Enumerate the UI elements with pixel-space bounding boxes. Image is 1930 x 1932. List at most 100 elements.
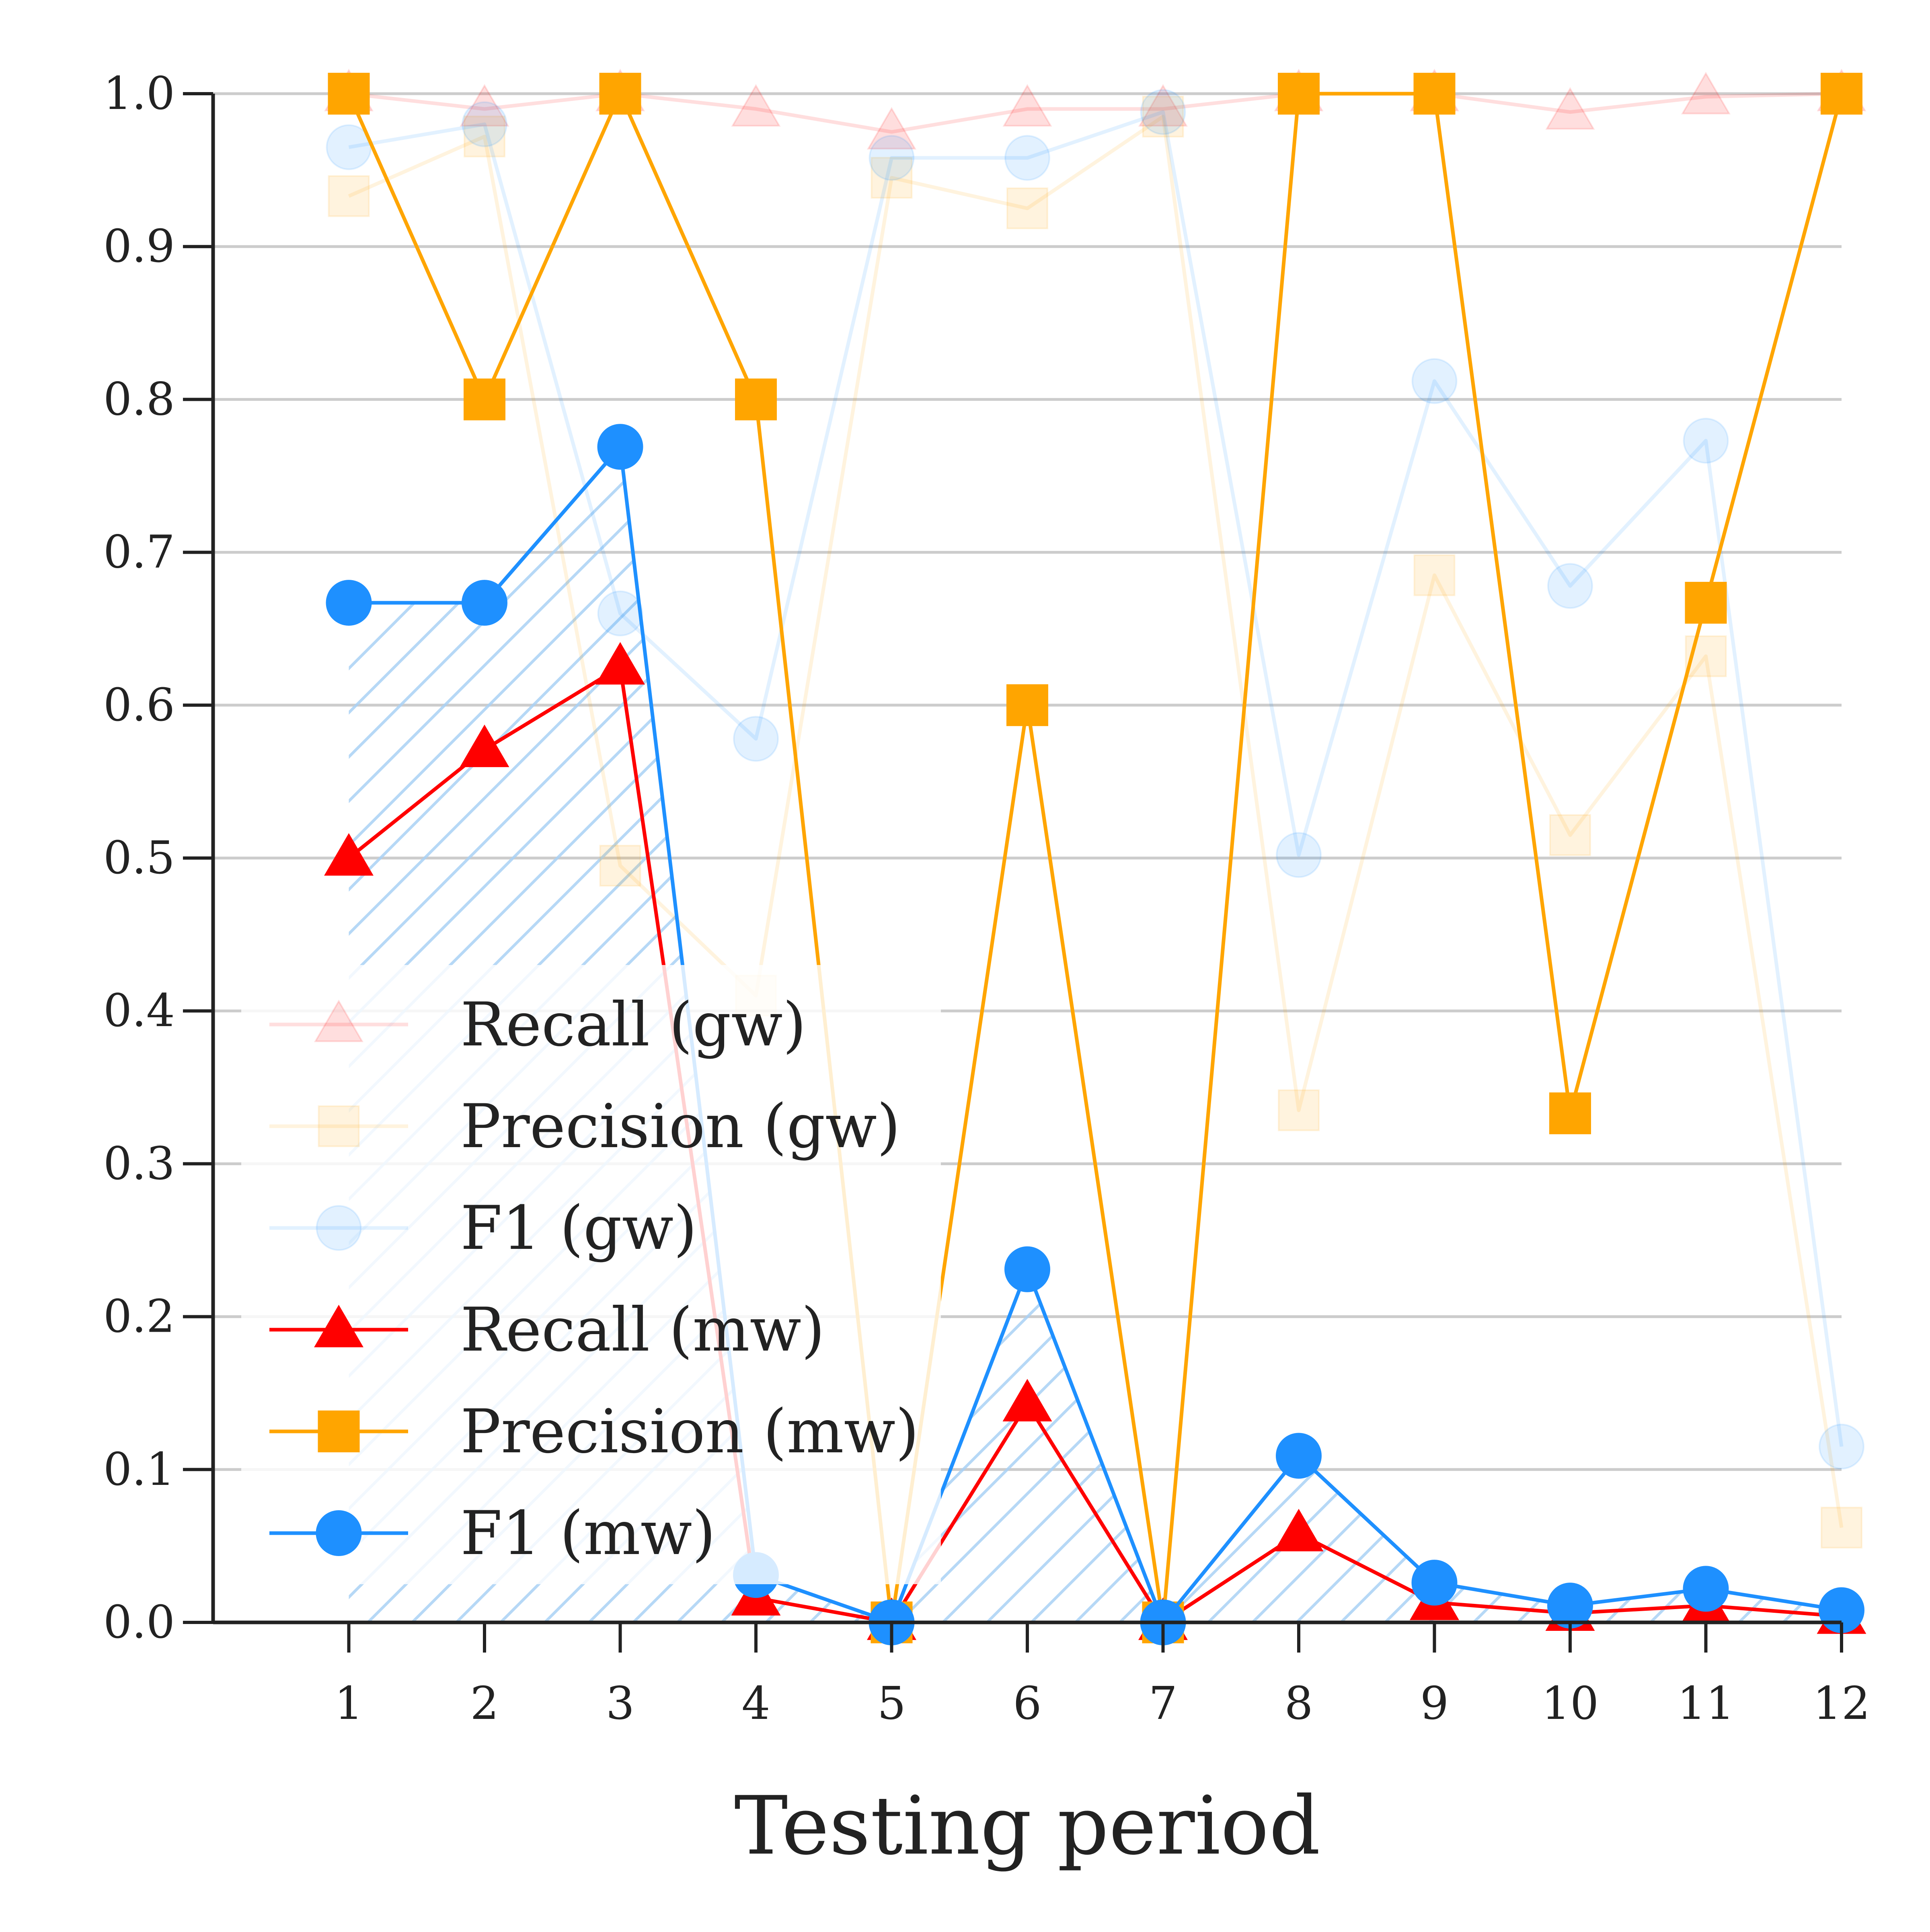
legend-label: Recall (gw)	[460, 990, 806, 1060]
recall-mw-point	[595, 642, 645, 685]
precision-gw-point	[328, 175, 370, 217]
recall-gw-point	[1002, 84, 1052, 127]
x-tick-label: 9	[1420, 1677, 1449, 1730]
f1-mw-point	[326, 580, 372, 626]
x-tick-label: 10	[1542, 1677, 1599, 1730]
f1-gw-point	[868, 135, 915, 181]
legend-marker	[316, 1205, 362, 1251]
f1-mw-point	[1276, 1433, 1322, 1479]
precision-mw-line	[347, 92, 1844, 1624]
x-tick-label: 4	[741, 1677, 770, 1730]
recall-gw-point	[1681, 72, 1731, 115]
legend-item-precision-gw: Precision (gw)	[269, 1092, 900, 1162]
precision-gw-point	[1549, 814, 1591, 856]
recall-mw-point	[324, 833, 374, 876]
precision-mw-point	[1549, 1092, 1591, 1134]
legend-label: Precision (gw)	[460, 1092, 900, 1162]
f1-gw-point	[1004, 135, 1050, 181]
f1-gw-point	[1276, 832, 1322, 878]
x-tick-label: 3	[606, 1677, 634, 1730]
x-tick-label: 1	[335, 1677, 363, 1730]
x-tick-label: 5	[877, 1677, 906, 1730]
f1-gw-point	[597, 590, 643, 636]
x-tick-label: 2	[470, 1677, 499, 1730]
x-tick-label: 7	[1149, 1677, 1177, 1730]
series-recall-gw	[324, 69, 1866, 150]
precision-gw-point	[871, 157, 913, 199]
recall-mw-point	[1002, 1379, 1052, 1422]
y-tick-label: 0.6	[103, 679, 175, 731]
axes: 0.00.10.20.30.40.50.60.70.80.91.01 2 3 4 5 6 7…	[103, 68, 1870, 1730]
precision-mw-point	[1821, 73, 1862, 115]
precision-gw-line	[348, 115, 1844, 1528]
series-f1-gw	[326, 89, 1864, 1470]
x-tick-label: 12	[1813, 1677, 1870, 1730]
legend-label: Recall (mw)	[460, 1295, 825, 1365]
y-tick-label: 0.1	[103, 1443, 175, 1496]
y-tick-label: 0.9	[103, 220, 175, 273]
recall-gw-point	[460, 84, 509, 127]
recall-mw-line	[347, 665, 1842, 1624]
f1-mw-point	[1411, 1560, 1458, 1606]
recall-mw-point	[1274, 1509, 1324, 1552]
f1-gw-point	[462, 101, 507, 148]
precision-gw-point	[1685, 635, 1727, 678]
recall-gw-point	[731, 84, 781, 127]
legend-item-f1-gw: F1 (gw)	[269, 1193, 697, 1263]
precision-gw-point	[599, 845, 641, 887]
f1-mw-point	[1683, 1566, 1729, 1612]
precision-mw-point	[464, 378, 505, 421]
recall-mw-point	[460, 725, 509, 767]
y-tick-label: 0.5	[103, 832, 175, 884]
precision-gw-point	[1413, 554, 1456, 596]
y-tick-label: 1.0	[103, 68, 175, 120]
legend-marker	[314, 1305, 363, 1347]
precision-mw-point	[1006, 684, 1048, 726]
y-tick-label: 0.2	[103, 1291, 175, 1343]
precision-gw-point	[1278, 1089, 1320, 1131]
f1-gw-point	[1683, 418, 1729, 464]
legend-label: F1 (mw)	[460, 1499, 716, 1569]
precision-mw-point	[328, 73, 370, 115]
y-tick-label: 0.7	[103, 526, 175, 579]
legend-item-f1-mw: F1 (mw)	[269, 1499, 716, 1569]
legend-marker	[314, 1000, 363, 1042]
legend-box	[241, 965, 941, 1584]
legend-item-recall-mw: Recall (mw)	[269, 1295, 825, 1365]
precision-mw-point	[1685, 582, 1727, 624]
precision-gw-point	[1006, 187, 1048, 230]
f1-mw-point	[1004, 1246, 1050, 1292]
recall-gw-point	[867, 107, 916, 150]
y-tick-label: 0.8	[103, 373, 175, 425]
f1-mw-point	[597, 424, 643, 470]
recall-gw-point	[1138, 84, 1188, 127]
f1-mw-point	[462, 580, 507, 626]
recall-gw-line	[348, 92, 1842, 134]
y-tick-label: 0.3	[103, 1137, 175, 1190]
y-tick-label: 0.0	[103, 1596, 175, 1649]
recall-gw-point	[1545, 87, 1595, 130]
x-tick-label: 11	[1677, 1677, 1735, 1730]
legend-marker	[318, 1105, 360, 1147]
legend-label: Precision (mw)	[460, 1397, 919, 1467]
legend-label: F1 (gw)	[460, 1193, 697, 1263]
legend-marker	[316, 1510, 362, 1556]
x-tick-label: 6	[1013, 1677, 1041, 1730]
f1-gw-point	[1547, 563, 1593, 609]
f1-gw-point	[733, 716, 779, 762]
x-axis-label: Testing period	[734, 1779, 1320, 1873]
precision-mw-point	[1413, 73, 1456, 115]
f1-gw-point	[1411, 358, 1458, 404]
legend: Recall (gw) Precision (gw) F1 (gw) Recall (…	[241, 965, 941, 1584]
legend-item-precision-mw: Precision (mw)	[269, 1397, 919, 1467]
y-tick-label: 0.4	[103, 985, 175, 1037]
f1-gw-point	[1140, 89, 1186, 135]
precision-mw-point	[1278, 73, 1320, 115]
precision-mw-point	[599, 73, 641, 115]
x-tick-label: 8	[1284, 1677, 1313, 1730]
precision-gw-point	[1142, 96, 1184, 138]
precision-gw-point	[464, 115, 505, 158]
f1-gw-point	[1819, 1423, 1864, 1470]
